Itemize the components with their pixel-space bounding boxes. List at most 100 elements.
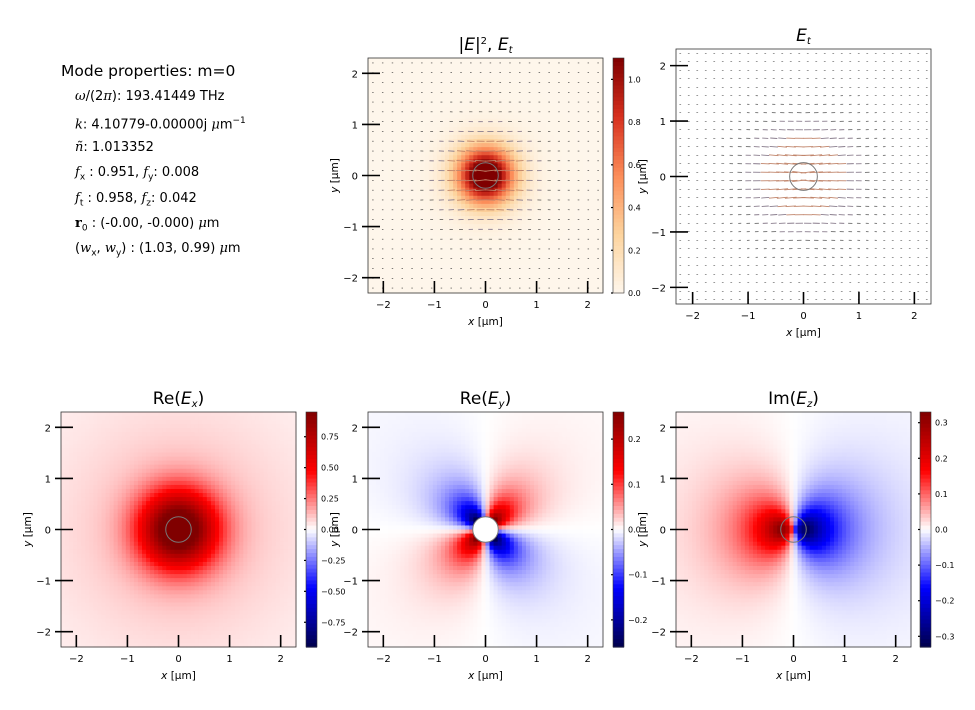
heatmap-cell xyxy=(493,151,499,156)
heatmap-cell xyxy=(517,98,523,104)
heatmap-cell xyxy=(388,66,393,71)
heatmap-cell xyxy=(598,224,604,229)
heatmap-cell xyxy=(428,143,434,148)
heatmap-cell xyxy=(392,256,397,262)
heatmap-cell xyxy=(388,159,393,164)
heatmap-cell xyxy=(481,82,487,87)
heatmap-cell xyxy=(368,280,373,286)
heatmap-cell xyxy=(481,175,487,181)
heatmap-cell xyxy=(412,211,418,217)
heatmap-cell xyxy=(530,70,535,75)
heatmap-cell xyxy=(517,276,523,282)
heatmap-cell xyxy=(461,98,466,104)
heatmap-cell xyxy=(444,78,450,83)
heatmap-cell xyxy=(509,62,515,67)
heatmap-cell xyxy=(534,62,539,67)
heatmap-cell xyxy=(534,98,539,104)
heatmap-cell xyxy=(578,272,584,278)
quiver-arrow xyxy=(769,205,778,208)
heatmap-cell xyxy=(497,232,503,237)
heatmap-cell xyxy=(598,252,604,258)
heatmap-cell xyxy=(372,220,377,225)
heatmap-cell xyxy=(517,244,523,250)
heatmap-cell xyxy=(530,284,535,290)
heatmap-cell xyxy=(457,280,462,286)
heatmap-cell xyxy=(521,159,527,164)
heatmap-cell xyxy=(449,82,454,87)
heatmap-cell xyxy=(590,78,596,83)
heatmap-cell xyxy=(473,203,478,209)
heatmap-cell xyxy=(473,155,478,160)
heatmap-cell xyxy=(428,240,434,245)
heatmap-cell xyxy=(590,118,596,124)
heatmap-cell xyxy=(574,252,580,258)
heatmap-cell xyxy=(428,211,434,217)
heatmap-cell xyxy=(469,151,474,156)
heatmap-cell xyxy=(489,252,495,258)
heatmap-cell xyxy=(554,171,560,177)
heatmap-cell xyxy=(416,86,422,92)
heatmap-cell xyxy=(501,163,507,168)
heatmap-cell xyxy=(505,171,511,177)
heatmap-cell xyxy=(380,268,385,274)
heatmap-cell xyxy=(550,256,555,262)
heatmap-cell xyxy=(461,224,466,229)
heatmap-cell xyxy=(590,147,596,152)
heatmap-cell xyxy=(469,114,474,120)
heatmap-cell xyxy=(424,139,430,144)
heatmap-cell xyxy=(542,256,547,262)
heatmap-cell xyxy=(497,220,503,225)
heatmap-cell xyxy=(513,66,519,71)
heatmap-cell xyxy=(526,130,531,136)
heatmap-cell xyxy=(534,211,539,217)
heatmap-cell xyxy=(562,58,568,63)
heatmap-cell xyxy=(416,248,422,254)
heatmap-cell xyxy=(404,252,410,258)
heatmap-cell xyxy=(550,110,555,116)
heatmap-cell xyxy=(590,288,596,294)
heatmap-cell xyxy=(530,280,535,286)
heatmap-cell xyxy=(558,143,564,148)
heatmap-cell xyxy=(388,272,393,278)
heatmap-cell xyxy=(586,211,592,217)
heatmap-cell xyxy=(477,86,483,92)
heatmap-cell xyxy=(566,159,572,164)
heatmap-cell xyxy=(380,240,385,245)
quiver-arrow xyxy=(484,189,497,192)
heatmap-cell xyxy=(497,110,503,116)
heatmap-cell xyxy=(424,130,430,136)
heatmap-cell xyxy=(372,159,377,164)
heatmap-cell xyxy=(440,94,446,100)
heatmap-cell xyxy=(554,66,560,71)
heatmap-cell xyxy=(428,175,434,181)
heatmap-cell xyxy=(388,90,393,96)
heatmap-cell xyxy=(566,264,572,270)
heatmap-cell xyxy=(505,143,511,148)
heatmap-cell xyxy=(408,191,414,197)
heatmap-cell xyxy=(509,74,515,79)
heatmap-cell xyxy=(586,110,592,116)
quiver-arrow xyxy=(494,189,506,192)
heatmap-cell xyxy=(521,179,527,185)
heatmap-cell xyxy=(396,211,402,217)
heatmap-cell xyxy=(404,102,410,108)
heatmap-cell xyxy=(481,86,487,92)
heatmap-cell xyxy=(586,114,592,120)
heatmap-cell xyxy=(388,70,393,75)
heatmap-cell xyxy=(404,179,410,185)
heatmap-cell xyxy=(485,102,491,108)
heatmap-cell xyxy=(566,276,572,282)
heatmap-cell xyxy=(477,228,483,233)
heatmap-cell xyxy=(574,163,580,168)
heatmap-cell xyxy=(465,159,470,164)
quiver-arrow xyxy=(776,154,788,157)
heatmap-cell xyxy=(513,276,519,282)
heatmap-cell xyxy=(465,118,470,124)
heatmap-cell xyxy=(440,195,446,201)
heatmap-cell xyxy=(408,74,414,79)
heatmap-cell xyxy=(412,70,418,75)
heatmap-cell xyxy=(449,220,454,225)
heatmap-cell xyxy=(582,248,588,254)
heatmap-cell xyxy=(368,70,373,75)
heatmap-cell xyxy=(546,74,551,79)
